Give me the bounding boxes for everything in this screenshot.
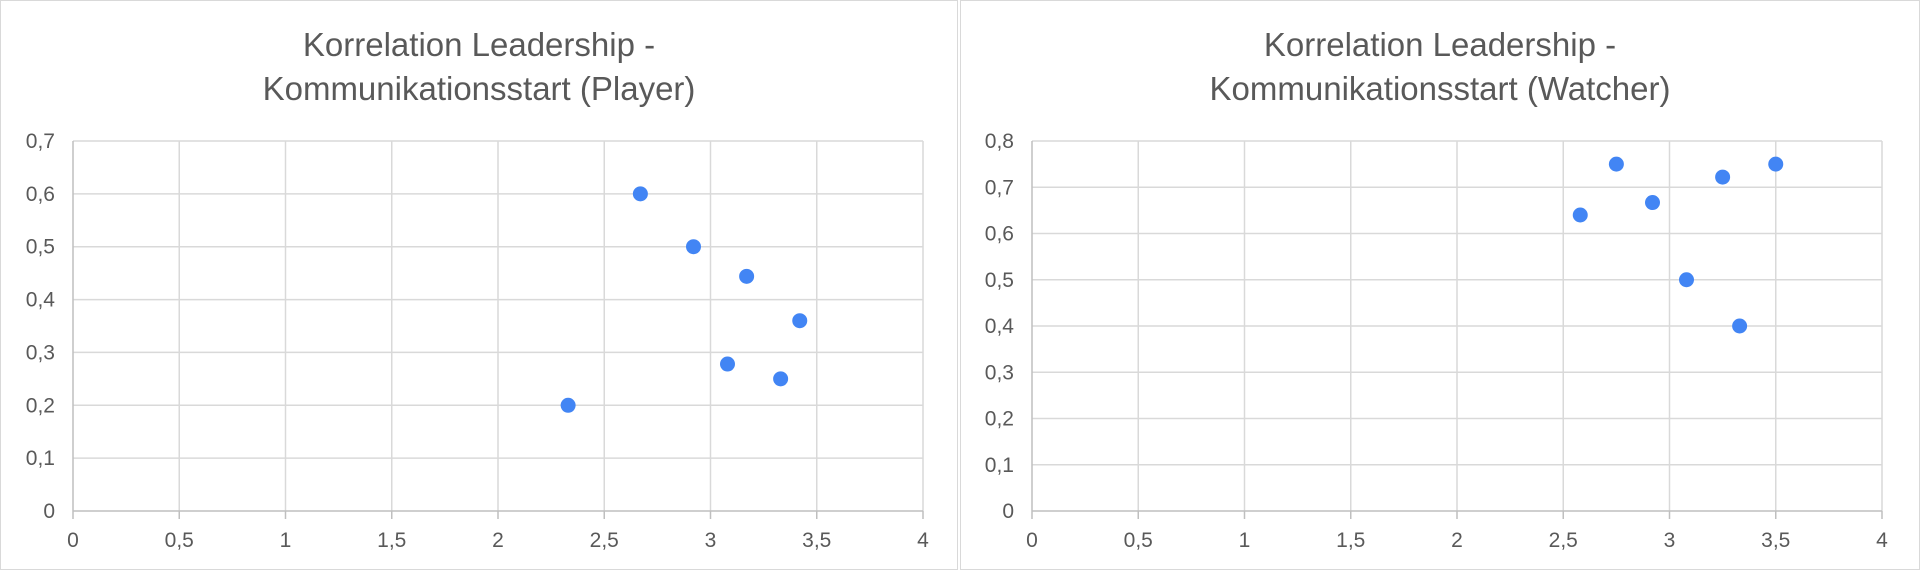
- x-tick-label: 4: [1876, 529, 1888, 552]
- scatter-plot-player: 0 0,5 1 1,5 2 2,5 3 3,5 4 0 0,1 0,2 0,3 0,4 0,5 0,6 0,7: [26, 130, 929, 552]
- y-tick-label: 0,5: [26, 236, 55, 259]
- data-point: [1679, 272, 1694, 288]
- x-tick-label: 0,5: [1124, 529, 1153, 552]
- y-tick-label: 0: [43, 500, 55, 523]
- x-tick-label: 2,5: [1549, 529, 1578, 552]
- x-tick-label: 4: [917, 529, 929, 552]
- chart-title: Korrelation Leadership - Kommunikationss…: [961, 23, 1919, 111]
- y-tick-label: 0: [1002, 500, 1014, 523]
- chart-panel-watcher: Korrelation Leadership - Kommunikationss…: [960, 0, 1920, 570]
- data-point: [1608, 156, 1624, 172]
- y-tick-label: 0,1: [985, 454, 1014, 477]
- y-tick-label: 0,2: [985, 408, 1014, 431]
- scatter-plot-watcher: 0 0,5 1 1,5 2 2,5 3 3,5 4 0 0,1 0,2 0,3 0,4 0,5 0,6 0,7 0…: [985, 130, 1888, 552]
- y-tick-label: 0,6: [26, 183, 55, 206]
- data-point: [1768, 156, 1784, 172]
- x-tick-label: 3,5: [1761, 529, 1790, 552]
- x-tick-label: 1,5: [377, 529, 406, 552]
- x-tick-label: 2,5: [590, 529, 619, 552]
- x-tick-label: 3: [1664, 529, 1676, 552]
- y-tick-label: 0,2: [26, 394, 55, 417]
- data-point: [720, 356, 735, 372]
- data-point: [1645, 195, 1660, 211]
- data-point: [792, 313, 808, 329]
- chart-title-line-2: Kommunikationsstart (Player): [262, 70, 696, 107]
- x-tick-label: 2: [1451, 529, 1463, 552]
- chart-panel-player: Korrelation Leadership - Kommunikationss…: [0, 0, 958, 570]
- data-point: [632, 186, 648, 202]
- y-tick-label: 0,4: [26, 289, 56, 312]
- x-tick-label: 3,5: [802, 529, 831, 552]
- data-point: [560, 397, 576, 413]
- y-tick-label: 0,8: [985, 130, 1014, 153]
- data-point: [773, 371, 789, 387]
- data-point: [1572, 207, 1588, 223]
- y-tick-label: 0,5: [985, 269, 1014, 292]
- data-point: [1715, 169, 1731, 185]
- chart-title-line-2: Kommunikationsstart (Watcher): [1209, 70, 1671, 107]
- chart-title-line-1: Korrelation Leadership -: [302, 26, 656, 63]
- chart-title-line-1: Korrelation Leadership -: [1263, 26, 1617, 63]
- x-tick-label: 3: [705, 529, 717, 552]
- x-tick-label: 1: [1239, 529, 1251, 552]
- y-tick-label: 0,3: [26, 341, 55, 364]
- data-point: [686, 239, 701, 255]
- y-tick-label: 0,1: [26, 447, 55, 470]
- x-tick-label: 0,5: [165, 529, 194, 552]
- y-tick-label: 0,3: [985, 361, 1014, 384]
- data-point: [739, 268, 755, 284]
- data-point: [1732, 318, 1748, 334]
- y-tick-label: 0,4: [985, 315, 1015, 338]
- y-tick-label: 0,6: [985, 223, 1014, 246]
- y-tick-label: 0,7: [985, 176, 1014, 199]
- y-tick-label: 0,7: [26, 130, 55, 153]
- x-tick-label: 1,5: [1336, 529, 1365, 552]
- chart-title: Korrelation Leadership - Kommunikationss…: [1, 23, 957, 111]
- x-tick-label: 2: [492, 529, 504, 552]
- x-tick-label: 0: [1026, 529, 1038, 552]
- x-tick-label: 0: [67, 529, 79, 552]
- x-tick-label: 1: [280, 529, 292, 552]
